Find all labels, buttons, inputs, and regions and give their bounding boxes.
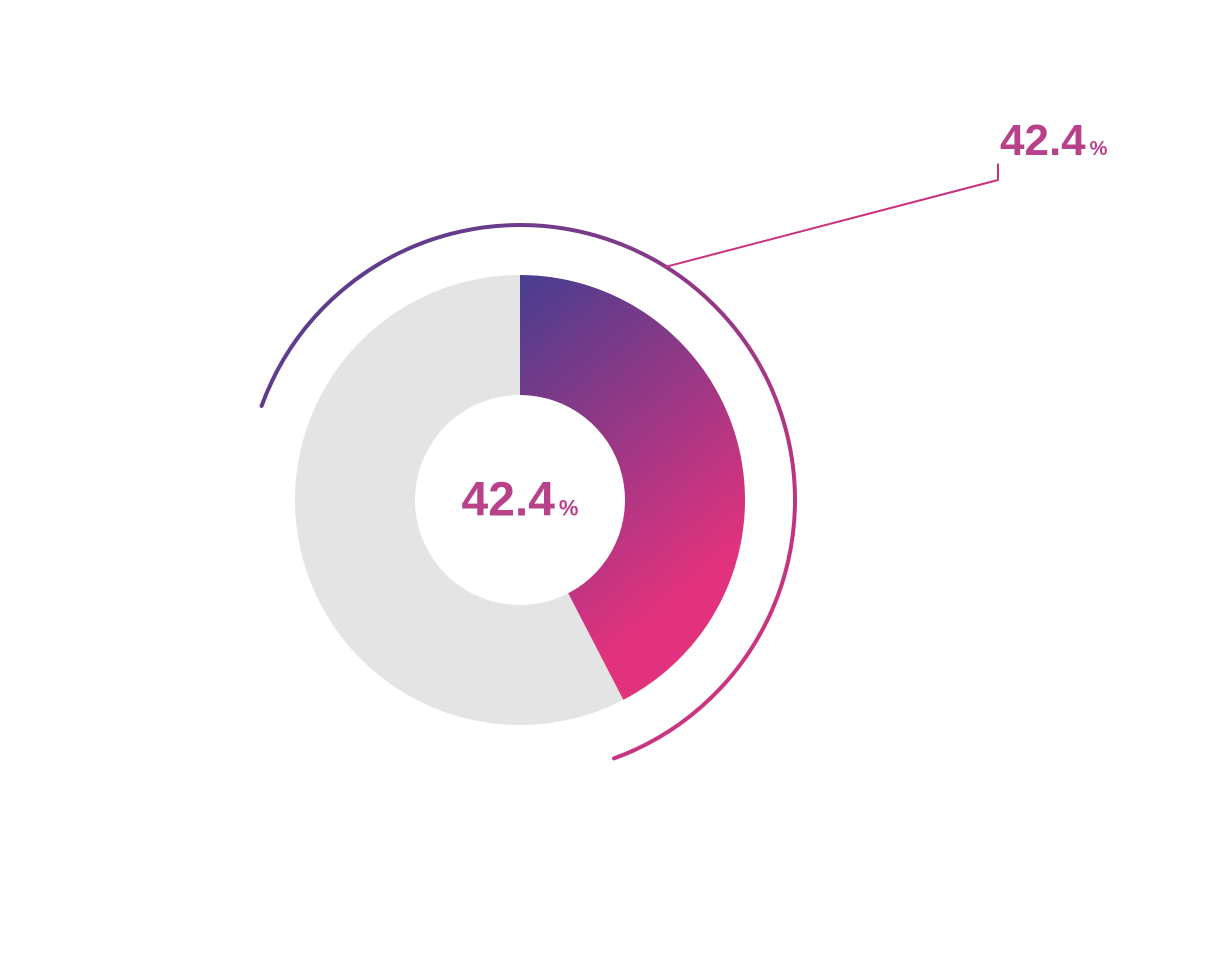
callout-leader-line (666, 164, 998, 266)
callout-percentage-label: 42.4% (1000, 116, 1107, 166)
center-percentage-label: 42.4% (462, 473, 579, 528)
chart-stage: 42.4% 42.4% (0, 0, 1225, 980)
center-value-text: 42.4 (462, 474, 555, 527)
callout-value-text: 42.4 (1000, 116, 1086, 165)
callout-percent-sign: % (1090, 138, 1108, 160)
center-percent-sign: % (559, 496, 579, 521)
